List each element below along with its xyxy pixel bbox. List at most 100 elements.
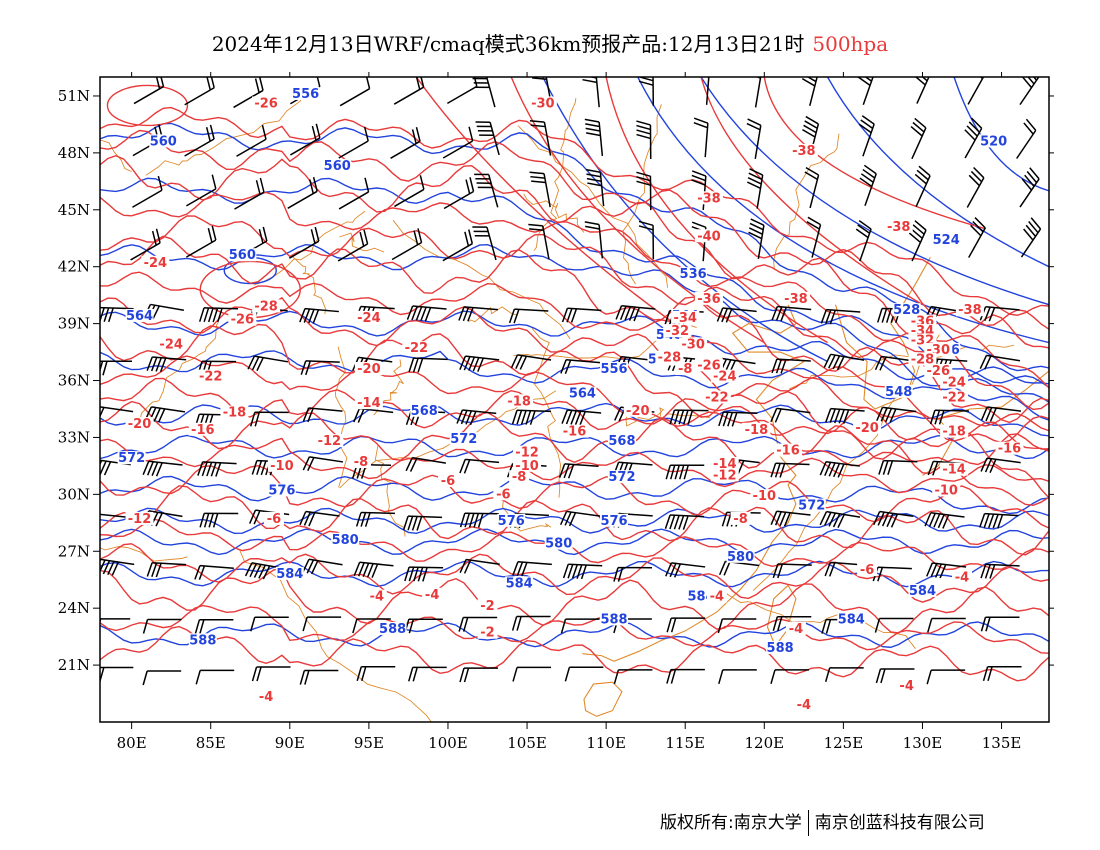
wind-barb xyxy=(564,666,604,682)
border-line xyxy=(392,219,571,340)
title-level: 500hpa xyxy=(812,32,889,56)
contour-label: -40 xyxy=(697,229,721,244)
contour-label: -18 xyxy=(223,406,247,421)
wind-barb xyxy=(393,77,425,105)
contour-label-bg xyxy=(940,375,969,389)
contour-label: -4 xyxy=(789,622,803,637)
contour-label: -16 xyxy=(191,423,215,438)
contour-label-bg xyxy=(979,134,1008,148)
wind-barb xyxy=(142,618,182,634)
wind-barb xyxy=(980,457,1021,473)
contour-label: 588 xyxy=(767,641,794,656)
contour-label-bg xyxy=(568,386,597,400)
contour-label: -24 xyxy=(159,337,183,352)
contour-label: -24 xyxy=(713,370,737,385)
contour-label-bg xyxy=(477,625,498,639)
contour-label-bg xyxy=(505,394,534,408)
wind-barb xyxy=(801,77,818,106)
border-line xyxy=(523,193,585,233)
contour-label-bg xyxy=(908,584,937,597)
contour-label: 528 xyxy=(893,303,920,318)
contour-label: -12 xyxy=(128,512,152,527)
contour-label-bg xyxy=(884,384,913,398)
contour-label-bg xyxy=(560,424,589,438)
wind-barb xyxy=(459,458,500,474)
wind-barb xyxy=(823,353,865,371)
wind-barb xyxy=(876,406,917,423)
contour-label-bg xyxy=(793,697,814,711)
contour-label: 568 xyxy=(608,434,635,449)
lon-label: 80E xyxy=(117,734,147,752)
contour-label-bg xyxy=(857,563,878,577)
temperature-contour xyxy=(100,485,1049,556)
wind-barb xyxy=(474,173,499,208)
contour-label: -26 xyxy=(927,364,951,379)
contour-label-bg xyxy=(952,570,973,584)
wind-barb xyxy=(339,77,371,107)
wind-barb xyxy=(194,619,234,634)
contour-label-bg xyxy=(892,303,921,317)
temperature-contour xyxy=(100,215,1049,411)
wind-barb xyxy=(458,616,498,632)
contour-label-bg xyxy=(267,483,296,497)
contour-label-bg xyxy=(600,513,629,527)
contour-label: 588 xyxy=(379,622,406,637)
contour-label: 580 xyxy=(727,550,754,565)
contour-label: -20 xyxy=(855,421,879,436)
temperature-contour xyxy=(100,191,1049,389)
wind-barb xyxy=(613,669,653,685)
wind-barb xyxy=(638,220,655,260)
wind-barb xyxy=(748,218,765,259)
contour-labels: 556 560 560 560 564 568 572 572 572 572 576 576 576 5… xyxy=(117,86,1024,713)
wind-barb xyxy=(406,305,447,322)
contour-label-bg xyxy=(742,422,771,436)
temperature-contour xyxy=(100,129,1049,330)
contour-label-bg xyxy=(726,549,755,563)
contour-label-bg xyxy=(908,352,937,366)
contour-label: 572 xyxy=(608,470,635,485)
border-line xyxy=(625,407,711,427)
wind-barb xyxy=(770,462,810,478)
temperature-contour-trough xyxy=(415,77,702,344)
contour-label: -30 xyxy=(531,96,555,111)
temperature-contour xyxy=(100,400,1049,475)
wind-barb xyxy=(770,407,811,423)
wind-barb xyxy=(979,354,1021,370)
contour-label: -10 xyxy=(515,459,539,474)
copyright-company: 南京创蓝科技有限公司 xyxy=(814,813,985,833)
contour-label: 576 xyxy=(268,483,295,498)
contour-label: 572 xyxy=(798,499,825,514)
contour-label: 584 xyxy=(838,612,865,627)
contour-label-bg xyxy=(323,159,352,173)
contour-label: -6 xyxy=(496,487,510,502)
contour-label-bg xyxy=(188,422,217,436)
contour-label: -12 xyxy=(318,434,342,449)
wind-barb xyxy=(233,77,264,109)
contour-label-bg xyxy=(149,134,178,148)
wind-barb xyxy=(562,563,603,580)
wind-barb xyxy=(926,562,967,579)
wind-barb xyxy=(142,670,182,686)
contour-label-bg xyxy=(220,405,249,419)
wind-barb xyxy=(582,77,600,108)
border-line xyxy=(100,546,188,562)
contour-label-bg xyxy=(437,473,458,487)
temperature-closed-contour xyxy=(106,84,189,127)
contour-label-bg xyxy=(955,303,984,317)
wind-barb xyxy=(819,510,861,529)
wind-barb xyxy=(980,616,1020,632)
wind-barb xyxy=(458,306,498,322)
wind-barb xyxy=(747,168,764,209)
wind-barb xyxy=(1019,77,1040,106)
map-title: 2024年12月13日WRF/cmaq模式36km预报产品:12月13日21时 5… xyxy=(0,28,1100,57)
contour-label: -2 xyxy=(480,626,494,641)
contour-label-bg xyxy=(497,513,526,527)
contour-label-bg xyxy=(402,341,431,355)
lat-label: 42N xyxy=(58,258,90,276)
contour-label-bg xyxy=(655,350,684,364)
temperature-contour xyxy=(100,604,1049,654)
wind-barb xyxy=(142,460,183,477)
wind-barb xyxy=(1016,118,1037,159)
wind-barb xyxy=(511,409,552,425)
lon-label: 135E xyxy=(982,734,1022,752)
